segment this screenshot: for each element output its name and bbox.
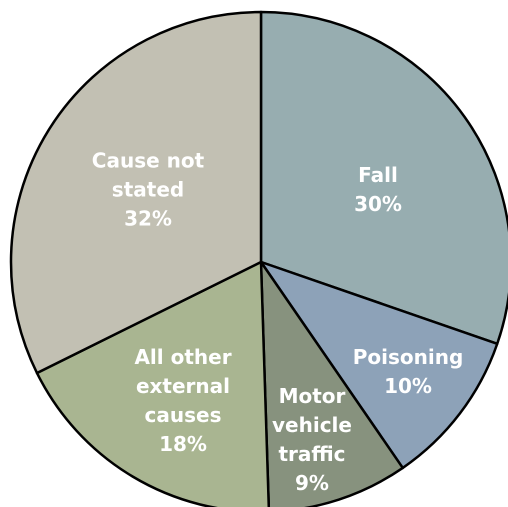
category-label: Fall xyxy=(358,163,398,187)
pie-slice xyxy=(35,260,271,507)
value-label: 9% xyxy=(295,471,329,495)
slice-label: All other external causes 18% xyxy=(118,343,248,459)
slice-label: Cause not stated 32% xyxy=(73,147,223,234)
pie-slice xyxy=(259,260,499,470)
value-label: 32% xyxy=(124,206,172,231)
slice-label: Motor vehicle traffic 9% xyxy=(262,382,362,498)
value-label: 18% xyxy=(159,432,207,456)
pie-slice xyxy=(9,10,263,375)
slice-label: Fall 30% xyxy=(328,161,428,219)
pie-slice xyxy=(259,260,405,507)
category-label: All other external causes xyxy=(134,345,232,427)
pie-slice xyxy=(259,10,508,346)
value-label: 10% xyxy=(384,374,432,398)
category-label: Motor vehicle traffic xyxy=(272,384,352,466)
category-label: Cause not stated xyxy=(91,148,205,202)
category-label: Poisoning xyxy=(352,345,464,369)
value-label: 30% xyxy=(354,192,402,216)
slice-label: Poisoning 10% xyxy=(308,343,508,401)
